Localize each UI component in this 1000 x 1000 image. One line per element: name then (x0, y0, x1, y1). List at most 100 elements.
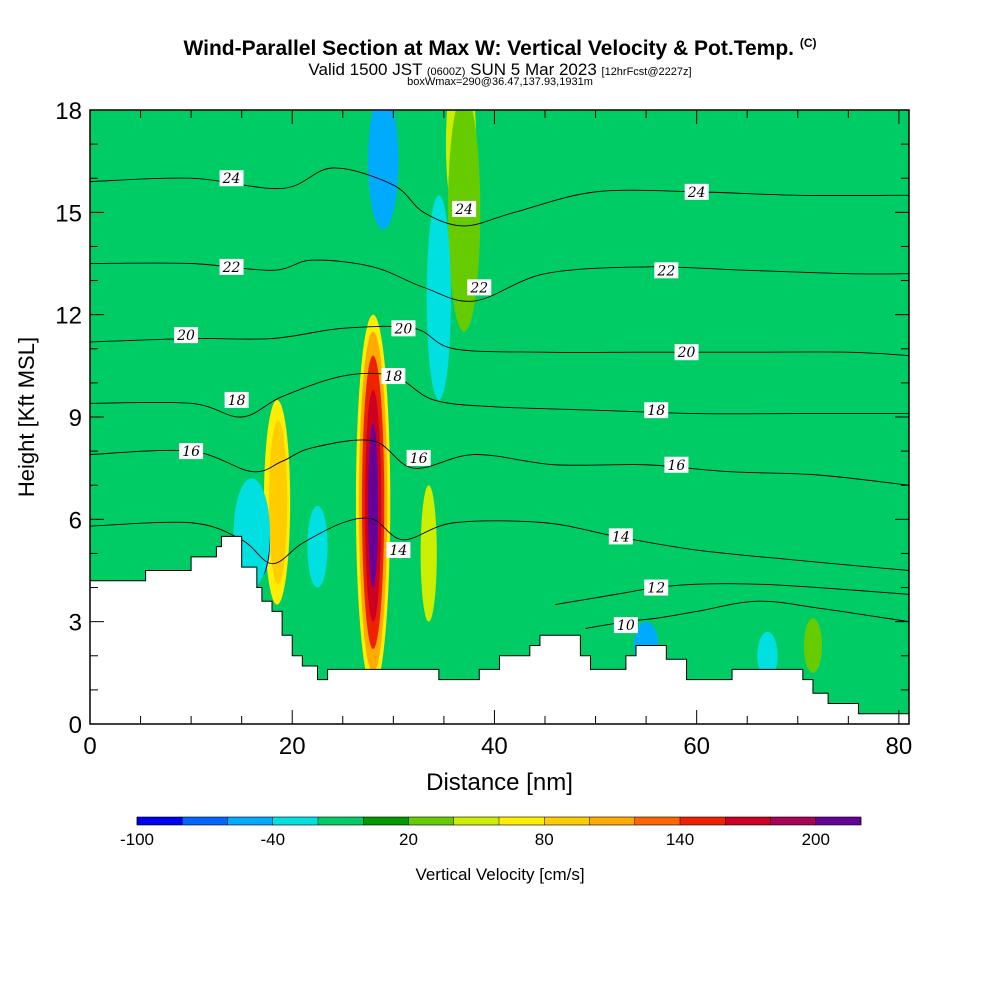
contour-labels: 24 22 20 18 16 24 22 20 18 16 14 24 22 20 18 16 14 12 10 (174, 170, 709, 634)
chart-subtitle: Valid 1500 JST (0600Z) SUN 5 Mar 2023 [1… (308, 60, 692, 79)
y-tick-label: 18 (55, 98, 82, 125)
contour-label-box (224, 391, 249, 408)
box-info: boxWmax=290@36.47,137.93,1931m (407, 76, 593, 88)
colorbar-swatch (680, 817, 726, 825)
colorbar-swatch (815, 817, 861, 825)
colorbar-swatch (272, 817, 318, 825)
y-tick-label: 15 (55, 200, 82, 227)
colorbar-swatch (318, 817, 364, 825)
y-tick-label: 3 (69, 610, 82, 637)
x-tick-label: 80 (886, 733, 913, 760)
colorbar-swatch (137, 817, 183, 825)
contour-label: 14 (612, 529, 630, 545)
contour-label: 24 (687, 185, 706, 201)
contour-label: 22 (222, 260, 241, 276)
velocity-cell (803, 618, 823, 673)
contour-label-box (219, 170, 244, 187)
plot-area: 24 22 20 18 16 24 22 20 18 16 14 24 22 20 18 16 14 12 10 (90, 110, 909, 724)
theta-contour-16 (90, 439, 909, 486)
contour-label: 20 (394, 321, 413, 337)
copyright-mark: (C) (799, 36, 817, 50)
contour-label-box (644, 579, 669, 596)
contour-label: 18 (384, 369, 402, 385)
contour-label: 20 (677, 345, 696, 361)
velocity-cell (447, 110, 481, 332)
colorbar-swatch (453, 817, 499, 825)
velocity-cell (368, 423, 379, 588)
colorbar-swatch (499, 817, 545, 825)
contour-label: 22 (469, 280, 488, 296)
velocity-cell (426, 195, 451, 400)
contour-label-box (386, 542, 411, 559)
x-tick-label: 40 (481, 733, 508, 760)
y-tick-label: 0 (69, 712, 82, 739)
colorbar-swatch (363, 817, 409, 825)
velocity-cell (307, 505, 328, 588)
colorbar-swatch (725, 817, 771, 825)
contour-label: 16 (668, 458, 686, 474)
contour-label-box (684, 183, 709, 200)
contour-label-box (654, 262, 679, 279)
x-axis-label: Distance [nm] (426, 769, 573, 796)
contour-label: 10 (617, 618, 635, 634)
forecast-info: [12hrFcst@2227z] (601, 66, 692, 78)
contour-label: 18 (228, 393, 246, 409)
colorbar-swatch (227, 817, 273, 825)
contour-label: 12 (647, 581, 665, 597)
contour-label-box (608, 528, 633, 545)
colorbar-tick-label: 80 (535, 830, 554, 849)
contour-label: 22 (656, 263, 675, 279)
colorbar-tick-label: 140 (666, 830, 694, 849)
colorbar-swatch (408, 817, 454, 825)
colorbar-swatch (182, 817, 228, 825)
contour-label-box (406, 449, 431, 466)
colorbar-tick-label: 20 (399, 830, 418, 849)
y-tick-label: 12 (55, 303, 82, 330)
colorbar-swatch (634, 817, 680, 825)
colorbar-label: Vertical Velocity [cm/s] (415, 865, 584, 884)
contour-label-box (179, 443, 204, 460)
contour-label: 18 (647, 403, 665, 419)
contour-label: 24 (454, 202, 473, 218)
contour-label-box (381, 368, 406, 385)
contour-label-box (174, 327, 199, 344)
velocity-cell (233, 478, 270, 588)
contour-label-box (664, 456, 689, 473)
theta-contour-18 (90, 372, 909, 418)
velocity-cell (420, 485, 437, 622)
contour-label-box (452, 200, 477, 217)
contour-label-box (219, 258, 244, 275)
velocity-cell (757, 631, 778, 680)
colorbar-tick-label: -100 (120, 830, 154, 849)
y-axis-label: Height [Kft MSL] (14, 337, 39, 497)
contour-label: 24 (222, 171, 241, 187)
valid-utc: (0600Z) (426, 66, 466, 78)
contour-label-box (613, 617, 638, 634)
velocity-cell (368, 110, 399, 230)
chart-title: Wind-Parallel Section at Max W: Vertical… (183, 36, 817, 60)
contour-label: 16 (182, 444, 200, 460)
colorbar-tick-label: -40 (260, 830, 285, 849)
x-tick-label: 0 (83, 733, 96, 760)
x-tick-label: 20 (279, 733, 306, 760)
terrain (90, 535, 909, 724)
y-tick-label: 6 (69, 507, 82, 534)
y-tick-label: 9 (69, 405, 82, 432)
colorbar-swatch (770, 817, 816, 825)
x-tick-label: 60 (683, 733, 710, 760)
contour-label: 14 (389, 543, 407, 559)
theta-contour-24 (90, 167, 909, 227)
velocity-cell (268, 420, 288, 585)
colorbar-swatch (544, 817, 590, 825)
contour-label-box (391, 320, 416, 337)
contour-label-box (644, 402, 669, 419)
colorbar-tick-label: 200 (802, 830, 830, 849)
theta-contour-12 (555, 583, 909, 606)
theta-contour-20 (90, 325, 909, 357)
contour-label-box (674, 344, 699, 361)
contour-label: 16 (410, 451, 428, 467)
theta-contour-22 (90, 259, 909, 302)
contour-label-box (467, 279, 492, 296)
contour-label: 20 (176, 328, 195, 344)
